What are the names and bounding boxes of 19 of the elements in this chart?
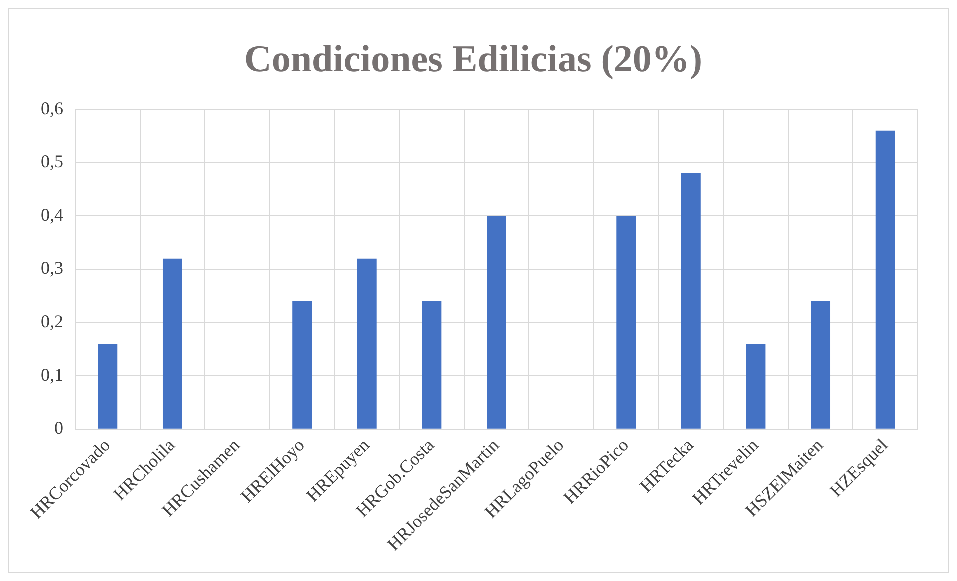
y-tick-label: 0,1 bbox=[41, 364, 64, 385]
y-tick-label: 0,6 bbox=[41, 98, 64, 118]
bar bbox=[876, 130, 896, 429]
chart-title: Condiciones Edilicias (20%) bbox=[244, 38, 703, 81]
bar bbox=[292, 301, 312, 429]
bar bbox=[162, 258, 182, 429]
bar bbox=[681, 174, 701, 429]
y-tick-label: 0,4 bbox=[41, 204, 64, 225]
y-tick-label: 0,2 bbox=[41, 312, 64, 332]
bar bbox=[811, 301, 831, 429]
bar bbox=[98, 344, 118, 429]
bar bbox=[746, 344, 766, 429]
y-tick-label: 0,3 bbox=[41, 258, 64, 278]
y-tick-label: 0 bbox=[54, 418, 64, 438]
bar bbox=[487, 216, 506, 429]
bar bbox=[422, 301, 442, 429]
bar bbox=[357, 258, 377, 429]
bar bbox=[616, 216, 636, 429]
y-tick-label: 0,5 bbox=[41, 152, 64, 172]
